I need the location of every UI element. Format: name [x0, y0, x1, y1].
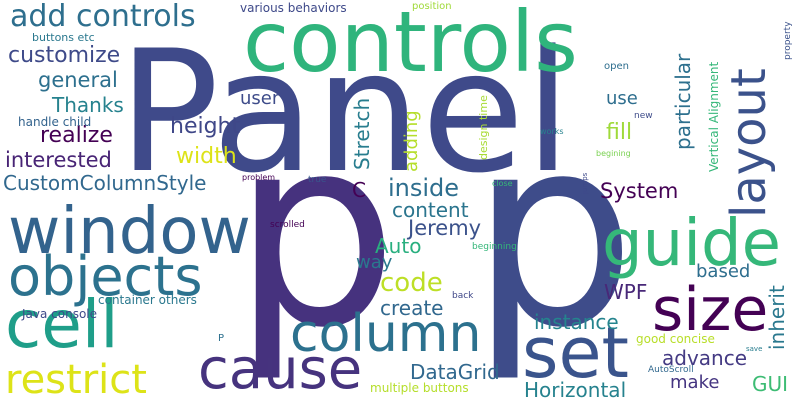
- word-horizontal: Horizontal: [524, 378, 627, 400]
- word-jeremy: Jeremy: [408, 216, 482, 240]
- word-java-console: Java console: [22, 307, 98, 321]
- word-set: set: [522, 312, 629, 394]
- word-position: position: [412, 1, 452, 12]
- word-scrolled: scrolled: [270, 220, 305, 230]
- word-instance: instance: [534, 310, 619, 334]
- word-new: new: [634, 111, 653, 121]
- word-particular: particular: [671, 53, 695, 150]
- word-width: width: [176, 144, 237, 169]
- word-guide: guide: [602, 207, 781, 281]
- word-based: based: [696, 261, 751, 282]
- word-property: property: [783, 21, 793, 60]
- word-begining: begining: [596, 149, 631, 158]
- word-code: code: [380, 268, 443, 298]
- word-vertical-alignment: Vertical Alignment: [707, 61, 721, 172]
- word-wpf: WPF: [604, 280, 648, 304]
- word-system: System: [600, 179, 679, 203]
- word-p-left: p: [232, 80, 399, 385]
- word-problem: problem: [242, 173, 276, 182]
- word-interested: interested: [5, 148, 112, 172]
- word-size: size: [652, 275, 769, 345]
- word-p-small: P: [218, 333, 225, 344]
- word-layout: layout: [721, 68, 777, 218]
- word-create: create: [380, 296, 444, 320]
- word-add-controls: add controls: [10, 0, 196, 34]
- word-customcolumnstyle: CustomColumnStyle: [3, 171, 207, 195]
- word-make: make: [670, 372, 720, 393]
- word-works: works: [540, 127, 564, 136]
- word-window: window: [8, 195, 251, 269]
- word-column: column: [290, 304, 482, 364]
- word-autoscroll: AutoScroll: [648, 365, 694, 375]
- word-objects: objects: [8, 245, 203, 308]
- word-cause: cause: [198, 337, 363, 400]
- word-auto: Auto: [375, 234, 422, 258]
- word-restrict: restrict: [5, 357, 147, 400]
- word-beginning: beginning: [472, 242, 517, 252]
- word-design-time: design time: [477, 95, 490, 160]
- word-various-behaviors: various behaviors: [240, 1, 347, 15]
- word-cell: cell: [5, 286, 119, 363]
- word-customize: customize: [8, 43, 121, 68]
- word-true: true: [308, 175, 327, 185]
- word-inside: inside: [388, 174, 460, 202]
- word-user: user: [240, 88, 280, 109]
- word-adding: adding: [401, 110, 422, 172]
- word-use: use: [606, 88, 638, 109]
- word-inherit: inherit: [765, 285, 789, 350]
- word-close: close: [492, 179, 513, 188]
- word-stretch: Stretch: [350, 97, 374, 170]
- word-buttons-etc: buttons etc: [32, 31, 95, 44]
- word-content: content: [392, 198, 469, 222]
- word-good-concise: good concise: [636, 332, 715, 346]
- word-thanks: Thanks: [52, 93, 124, 117]
- word-multiple-buttons: multiple buttons: [370, 381, 469, 395]
- word-container-others: container others: [98, 293, 197, 307]
- word-height: height: [170, 114, 241, 139]
- word-fill: fill: [606, 120, 633, 145]
- word-p-right: p: [470, 80, 637, 385]
- word-general: general: [38, 68, 118, 92]
- word-gui: GUI: [752, 372, 789, 396]
- word-way: way: [356, 252, 393, 273]
- word-jumps: jumps: [581, 172, 589, 194]
- word-back: back: [452, 291, 474, 301]
- word-controls: controls: [243, 0, 578, 91]
- word-realize: realize: [40, 123, 113, 148]
- word-c: C: [352, 178, 366, 202]
- word-advance: advance: [662, 346, 748, 370]
- word-save: save: [746, 345, 763, 353]
- word-panel: Panel: [118, 14, 572, 210]
- word-handle-child: handle child: [18, 115, 92, 129]
- word-datagrid: DataGrid: [410, 360, 500, 384]
- word-open: open: [604, 61, 629, 72]
